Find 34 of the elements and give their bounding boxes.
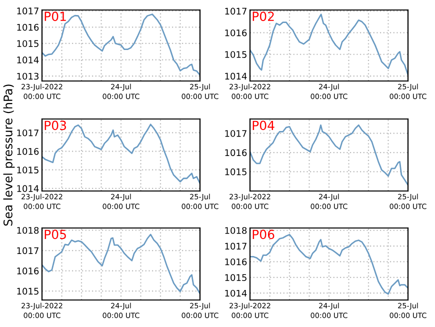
y-tick-label: 1016	[17, 148, 39, 155]
y-tick-label: 1015	[225, 51, 246, 58]
y-tick-label: 1016	[225, 149, 247, 156]
y-tick-label: 1015	[17, 40, 38, 48]
y-tick-label: 1016	[225, 29, 247, 36]
y-tick-label: 1014	[17, 56, 39, 64]
y-tick-label: 1016	[17, 268, 39, 274]
y-tick-label: 1017	[225, 242, 246, 250]
chart-title: P02	[252, 12, 274, 22]
y-tick-label: 1014	[17, 185, 39, 192]
y-tick-label: 1015	[17, 288, 38, 295]
line-series	[42, 14, 200, 76]
y-tick-label: 1017	[17, 129, 38, 136]
y-tick-label: 1015	[17, 166, 38, 174]
chart-title: P06	[252, 230, 274, 240]
y-tick-label: 1016	[17, 24, 39, 31]
y-tick-label: 1017	[225, 130, 246, 137]
y-tick-label: 1015	[225, 168, 246, 176]
line-series	[250, 14, 408, 76]
y-tick-label: 1016	[225, 258, 247, 266]
y-tick-label: 1014	[225, 72, 247, 80]
y-tick-label: 1018	[17, 226, 39, 234]
y-tick-label: 1013	[17, 72, 38, 80]
y-tick-label: 1015	[225, 274, 246, 281]
chart-title: P01	[44, 12, 66, 22]
chart-title: P03	[44, 120, 66, 130]
y-axis-title: Sea level pressure (hPa)	[3, 84, 15, 226]
chart-title: P05	[44, 230, 66, 240]
y-tick-label: 1014	[225, 290, 247, 297]
y-tick-label: 1017	[17, 247, 38, 254]
y-tick-label: 1017	[17, 8, 38, 14]
chart-title: P04	[252, 120, 274, 130]
y-tick-label: 1017	[225, 8, 246, 15]
y-tick-label: 1018	[225, 227, 247, 234]
